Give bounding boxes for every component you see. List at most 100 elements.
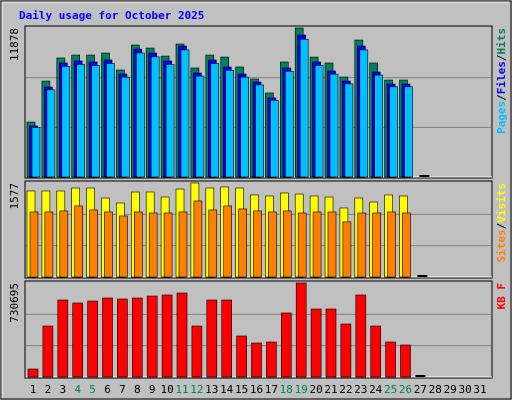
bar [240,76,249,178]
bar [266,341,277,378]
bar [195,75,205,178]
bar [342,221,352,278]
bar [400,344,411,378]
bar [372,212,382,278]
bar [178,211,188,278]
bar [402,212,411,278]
bar [251,342,262,378]
bar [223,205,232,278]
bar [314,65,324,178]
bar [370,325,382,378]
bar [57,299,69,378]
bar [191,325,203,378]
legend: Pages/Files/Hits [495,28,508,134]
bar [46,89,56,178]
bar [374,74,384,178]
bar [221,299,232,378]
bar [106,63,115,178]
bar [385,341,396,378]
bar [161,294,173,378]
bar [91,65,100,178]
bar [176,292,188,378]
bar [206,299,218,378]
bar [355,294,367,378]
bar [136,52,145,178]
y-tick-label: 11878 [8,28,21,61]
bar [327,211,337,278]
bar [150,56,160,178]
x-tick-label: 9 [149,383,156,396]
bar [193,200,203,278]
x-tick-label: 10 [160,383,173,396]
bar [387,211,396,278]
legend-entry: Hits [495,28,508,55]
bar [253,210,262,278]
legend-separator: / [495,94,508,101]
x-tick-label: 30 [458,383,471,396]
bar [210,63,220,178]
legend: Sites/Visits [495,183,508,263]
x-tick-label: 17 [265,383,278,396]
bar [74,205,83,278]
bar [148,212,158,278]
x-tick-label: 21 [324,383,337,396]
bar [59,210,69,278]
bar [268,211,277,278]
x-tick-label: 6 [104,383,111,396]
x-tick-label: 5 [89,383,96,396]
x-tick-label: 29 [444,383,457,396]
x-tick-label: 8 [134,383,141,396]
x-tick-label: 1 [30,383,37,396]
x-tick-label: 23 [354,383,367,396]
bar [270,100,279,178]
x-tick-label: 7 [119,383,126,396]
chart-title: Daily usage for October 2025 [19,9,204,22]
x-tick-label: 28 [429,383,442,396]
bar [312,211,322,278]
bar [208,209,218,278]
bar [282,210,292,278]
bar [102,297,113,378]
x-tick-label: 26 [399,383,412,396]
bar [180,49,190,178]
x-tick-label: 20 [309,383,322,396]
bar [280,312,292,378]
legend-entry: KB F [495,283,508,310]
bar [299,38,309,178]
x-tick-label: 2 [45,383,52,396]
bar [87,300,98,378]
bar [29,211,39,278]
bar [359,49,369,178]
bar [236,335,247,378]
bar [134,211,143,278]
bar [117,298,128,378]
x-tick-label: 4 [74,383,81,396]
bar [89,209,98,278]
bar [238,208,247,278]
legend-entry: Files [495,61,508,94]
bar [417,275,428,277]
bar [119,215,128,278]
legend-entry: Pages [495,101,508,134]
legend-entry: Sites [495,229,508,262]
x-tick-label: 14 [220,383,234,396]
bar [225,69,234,178]
bar [284,70,294,178]
x-tick-label: 15 [235,383,248,396]
legend: KB F [495,283,508,310]
bar [121,76,130,178]
x-tick-label: 31 [473,383,486,396]
x-tick-label: 3 [59,383,66,396]
legend-separator: / [495,222,508,229]
bar [165,64,175,178]
x-tick-label: 27 [414,383,427,396]
x-tick-label: 11 [175,383,188,396]
bar [163,212,173,278]
legend-separator: / [495,54,508,61]
bar [76,64,85,178]
y-tick-label: 1577 [8,183,21,210]
bar [42,325,54,378]
